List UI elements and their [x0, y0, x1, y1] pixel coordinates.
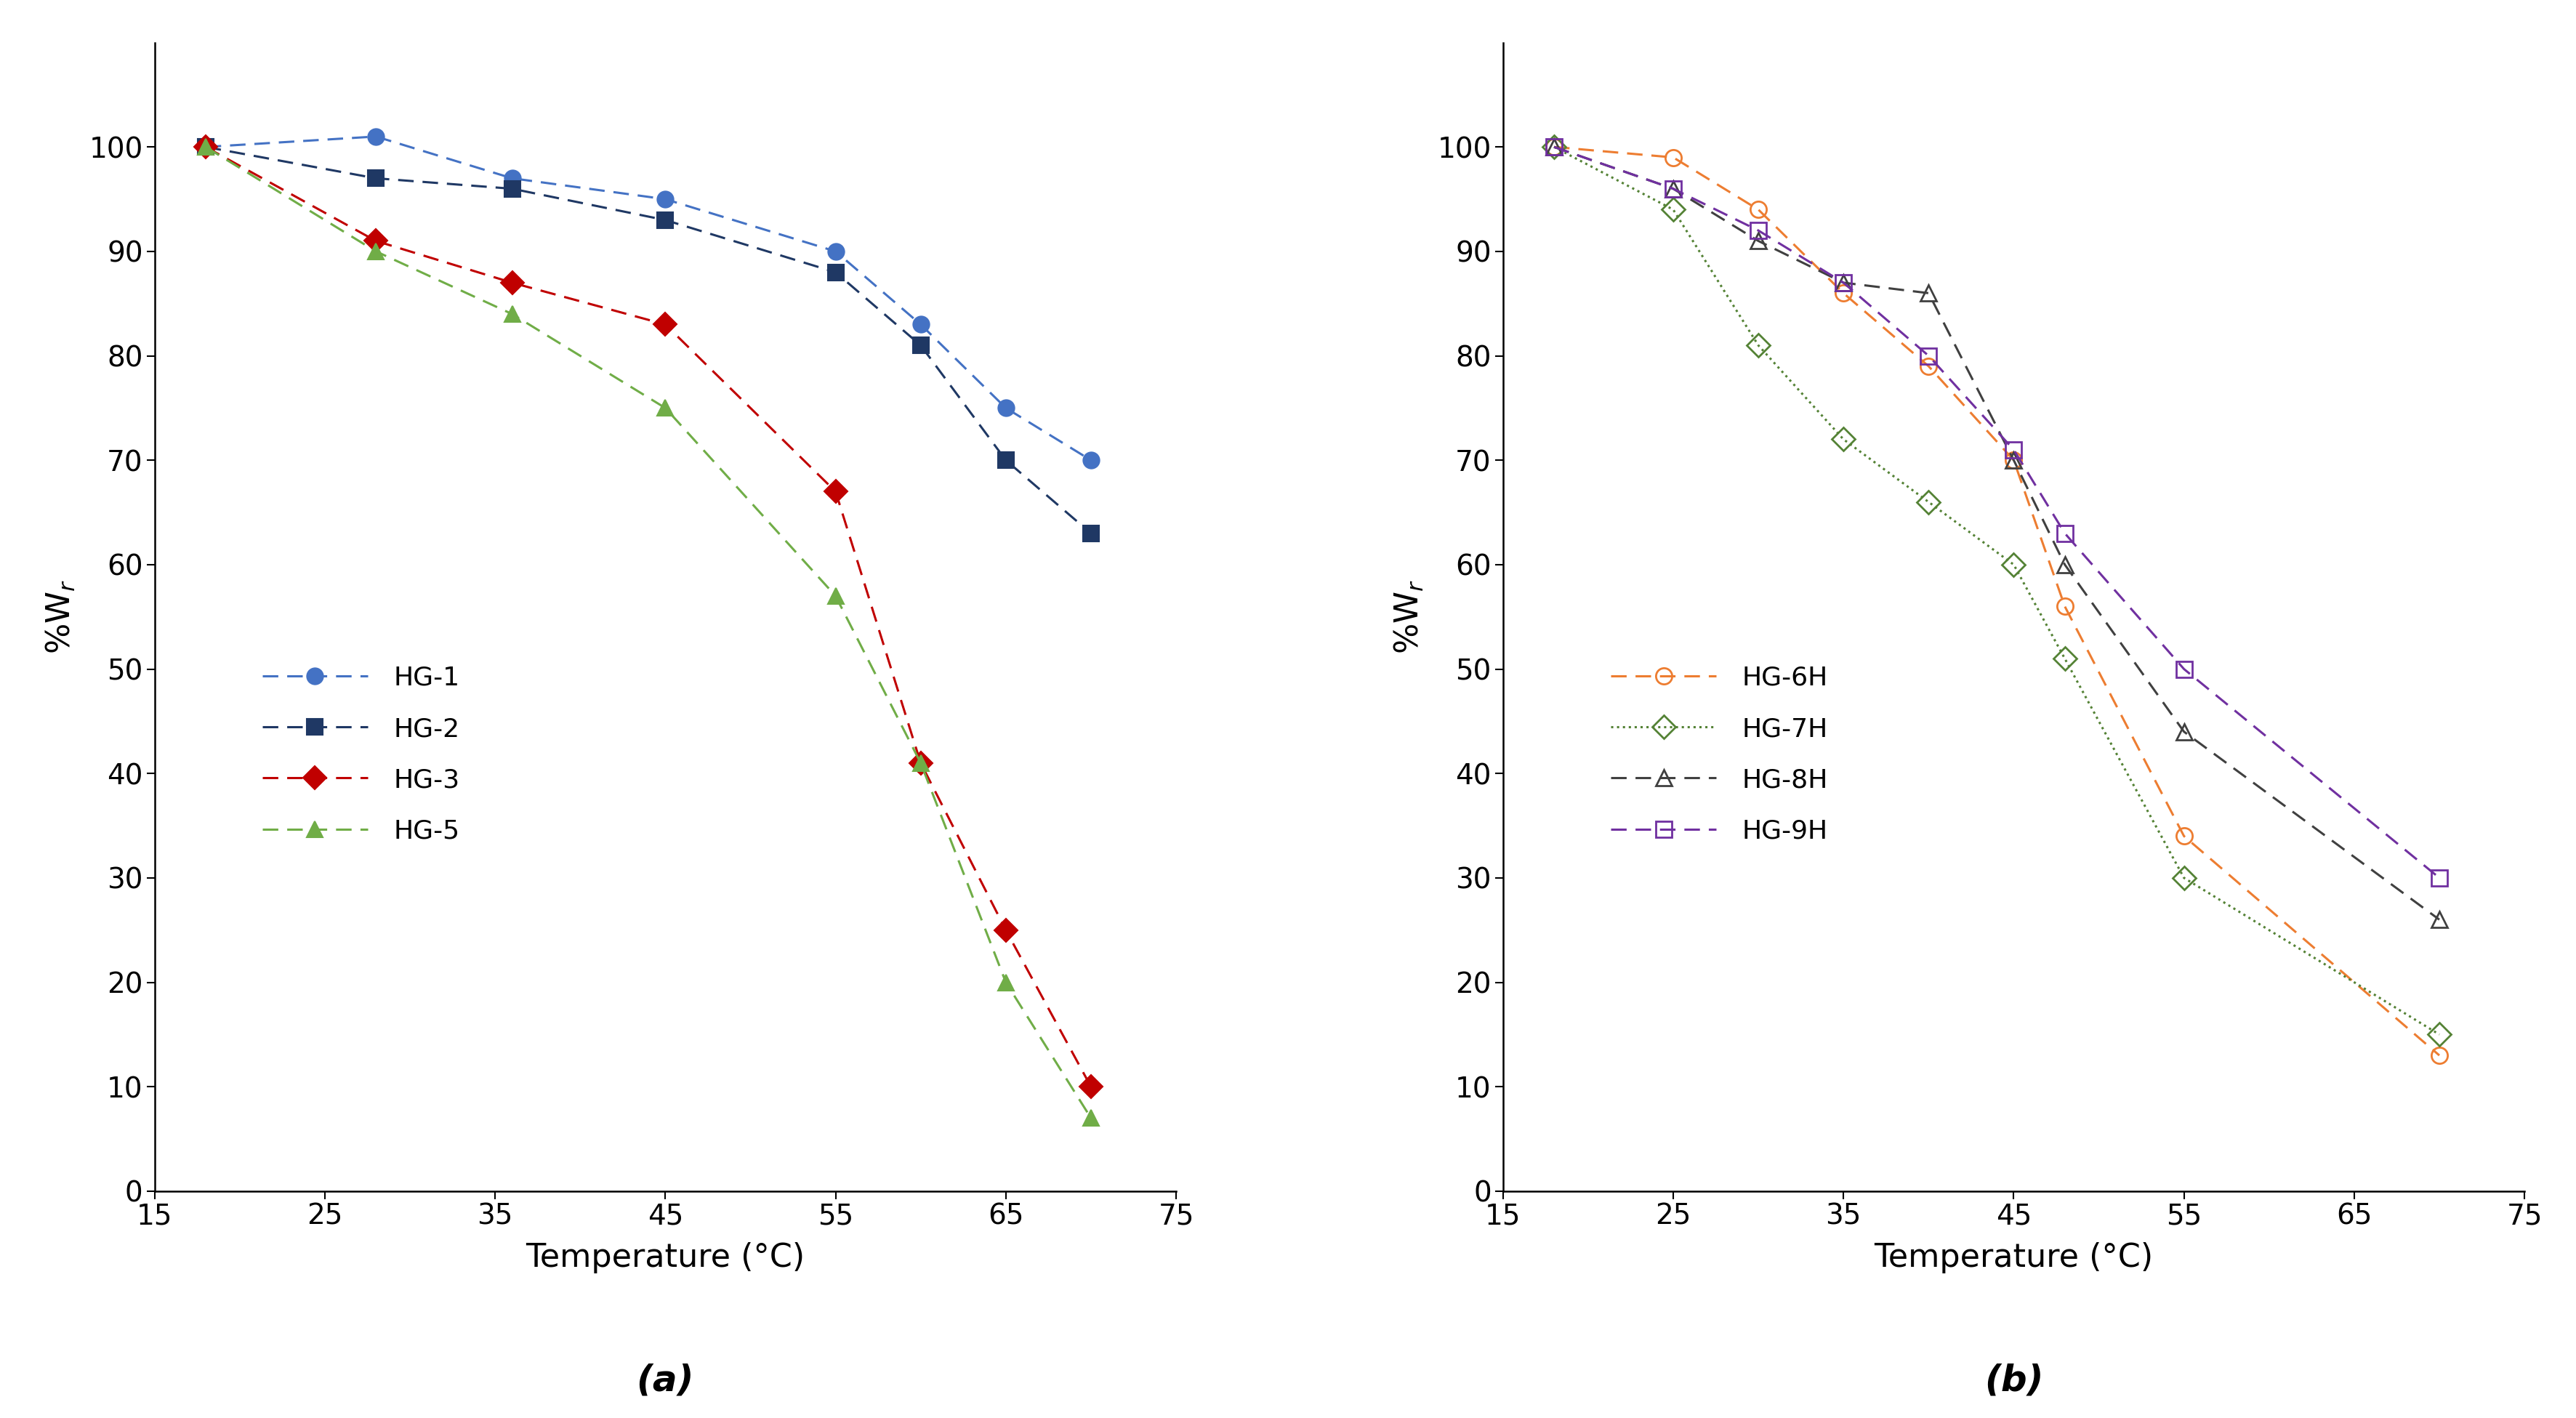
HG-1 [904, 316, 935, 333]
HG-7H [2169, 869, 2200, 886]
Line: HG-7H: HG-7H [1546, 139, 2447, 1042]
HG-9H [2424, 869, 2455, 886]
HG-6H [1744, 201, 1775, 218]
HG-9H [1659, 180, 1690, 197]
X-axis label: Temperature (°C): Temperature (°C) [526, 1242, 804, 1273]
HG-8H [1999, 452, 2030, 469]
HG-3 [191, 139, 222, 156]
HG-1 [361, 128, 392, 145]
HG-1 [989, 400, 1020, 417]
HG-3 [904, 754, 935, 771]
Line: HG-2: HG-2 [198, 139, 1100, 542]
HG-3 [989, 922, 1020, 939]
HG-8H [2169, 723, 2200, 740]
Line: HG-3: HG-3 [198, 139, 1100, 1095]
HG-6H [1914, 357, 1945, 374]
HG-7H [1659, 201, 1690, 218]
Text: (a): (a) [636, 1364, 693, 1398]
Line: HG-5: HG-5 [198, 139, 1100, 1126]
HG-5 [989, 974, 1020, 991]
HG-2 [1077, 525, 1108, 542]
Y-axis label: %W$_r$: %W$_r$ [1391, 580, 1425, 654]
HG-6H [1999, 452, 2030, 469]
HG-5 [819, 587, 850, 604]
HG-6H [2169, 828, 2200, 845]
X-axis label: Temperature (°C): Temperature (°C) [1875, 1242, 2154, 1273]
HG-7H [1914, 493, 1945, 510]
HG-2 [989, 452, 1020, 469]
HG-6H [2050, 598, 2081, 615]
Line: HG-9H: HG-9H [1546, 139, 2447, 886]
HG-2 [361, 170, 392, 187]
HG-5 [361, 242, 392, 259]
HG-9H [1744, 223, 1775, 240]
HG-8H [2050, 556, 2081, 573]
HG-7H [2050, 649, 2081, 666]
Legend: HG-1, HG-2, HG-3, HG-5: HG-1, HG-2, HG-3, HG-5 [250, 652, 474, 856]
HG-7H [1538, 139, 1569, 156]
Legend: HG-6H, HG-7H, HG-8H, HG-9H: HG-6H, HG-7H, HG-8H, HG-9H [1597, 652, 1842, 856]
HG-2 [904, 337, 935, 354]
HG-9H [2169, 661, 2200, 678]
HG-9H [1999, 441, 2030, 458]
HG-9H [1829, 274, 1860, 291]
HG-1 [649, 190, 680, 207]
HG-7H [1829, 431, 1860, 448]
HG-5 [1077, 1109, 1108, 1126]
Line: HG-6H: HG-6H [1546, 139, 2447, 1064]
HG-1 [497, 170, 528, 187]
HG-5 [649, 400, 680, 417]
HG-5 [497, 305, 528, 322]
Line: HG-8H: HG-8H [1546, 139, 2447, 927]
HG-6H [1829, 285, 1860, 302]
HG-5 [191, 139, 222, 156]
HG-7H [2424, 1027, 2455, 1044]
HG-6H [2424, 1046, 2455, 1064]
HG-8H [1659, 180, 1690, 197]
HG-9H [1914, 347, 1945, 364]
HG-2 [497, 180, 528, 197]
HG-1 [819, 242, 850, 259]
HG-3 [497, 274, 528, 291]
HG-2 [191, 139, 222, 156]
HG-7H [1744, 337, 1775, 354]
HG-3 [819, 484, 850, 501]
HG-7H [1999, 556, 2030, 573]
Text: (b): (b) [1984, 1364, 2043, 1398]
HG-6H [1538, 139, 1569, 156]
Y-axis label: %W$_r$: %W$_r$ [44, 580, 77, 654]
HG-6H [1659, 149, 1690, 166]
HG-9H [1538, 139, 1569, 156]
HG-8H [1538, 139, 1569, 156]
HG-2 [819, 264, 850, 281]
HG-8H [1744, 233, 1775, 250]
HG-8H [1829, 274, 1860, 291]
HG-2 [649, 211, 680, 228]
HG-1 [1077, 452, 1108, 469]
HG-8H [2424, 912, 2455, 929]
HG-3 [649, 316, 680, 333]
HG-3 [1077, 1078, 1108, 1095]
HG-9H [2050, 525, 2081, 542]
HG-1 [191, 139, 222, 156]
HG-3 [361, 233, 392, 250]
Line: HG-1: HG-1 [198, 129, 1100, 468]
HG-5 [904, 754, 935, 771]
HG-8H [1914, 285, 1945, 302]
